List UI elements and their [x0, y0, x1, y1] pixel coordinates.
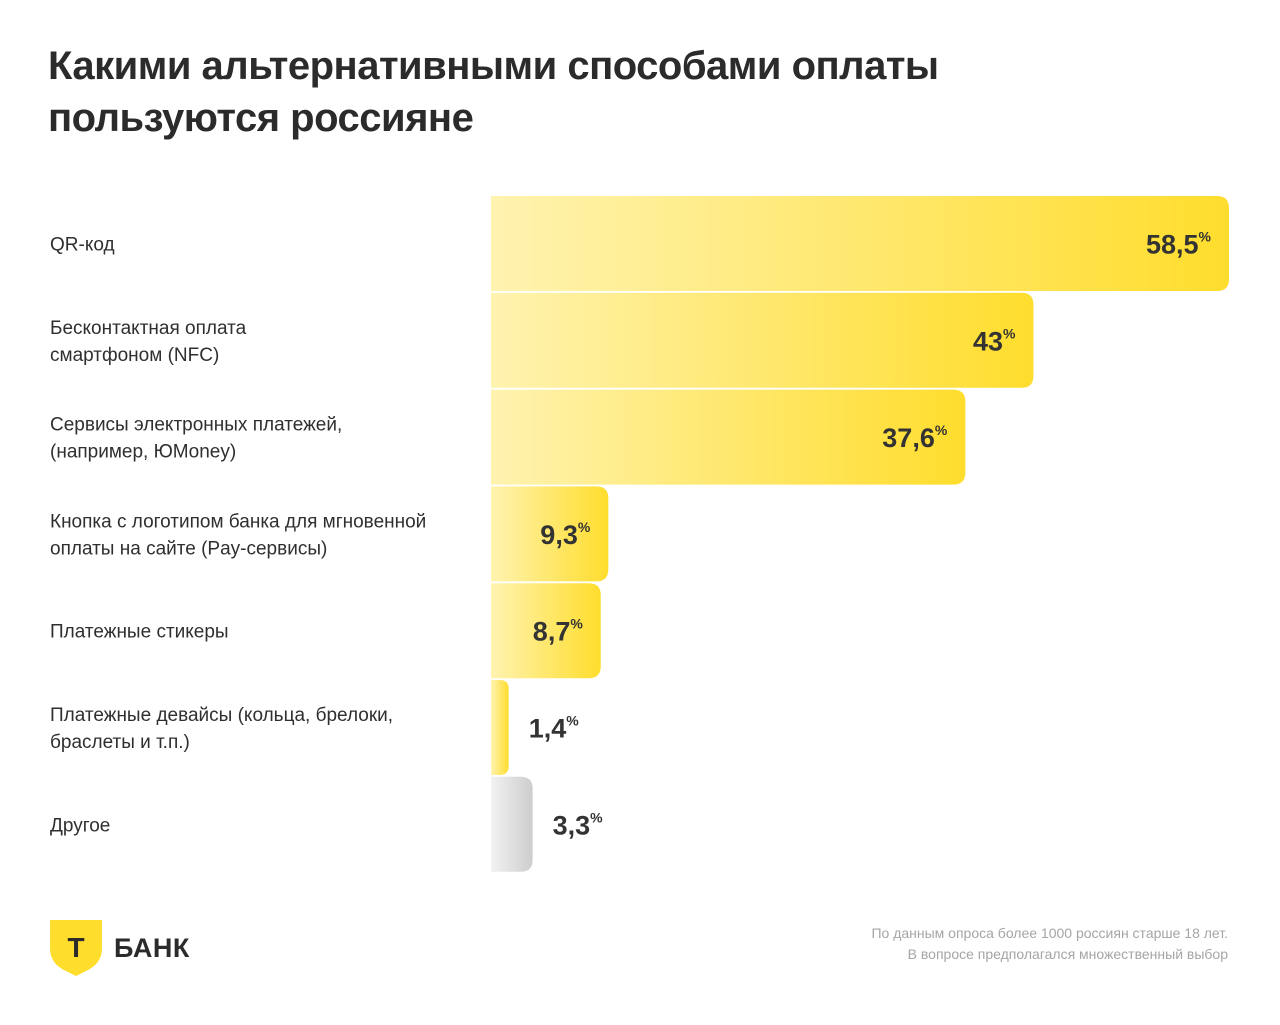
- value-label-1: 43%: [973, 325, 1016, 356]
- bar-6: [491, 776, 533, 872]
- category-labels-group: QR-код Бесконтактная оплата смартфоном (NF…: [50, 235, 426, 837]
- bar-0: [491, 196, 1229, 291]
- brand-logo: Т БАНК: [50, 920, 190, 976]
- value-label-2: 37,6%: [882, 422, 948, 453]
- value-label-3: 9,3%: [540, 519, 591, 550]
- brand-name: БАНК: [114, 932, 190, 963]
- category-label-3-line-0: Кнопка с логотипом банка для мгновенной: [50, 511, 426, 532]
- bar-5: [491, 680, 509, 775]
- bar-3: [491, 486, 609, 582]
- footnote-line-2: В вопросе предполагался множественный вы…: [907, 946, 1228, 962]
- bar-2: [491, 389, 966, 485]
- value-label-5: 1,4%: [529, 713, 580, 744]
- category-label-5-line-0: Платежные девайсы (кольца, брелоки,: [50, 705, 393, 726]
- category-label-5-line-1: браслеты и т.п.): [50, 732, 190, 753]
- category-label-6-line-0: Другое: [50, 815, 110, 836]
- category-label-0-line-0: QR-код: [50, 235, 115, 256]
- category-label-1-line-1: смартфоном (NFC): [50, 345, 219, 366]
- category-label-3-line-1: оплаты на сайте (Pay-сервисы): [50, 538, 327, 559]
- footnote: По данным опроса более 1000 россиян стар…: [871, 923, 1228, 965]
- logo-letter: Т: [67, 932, 84, 963]
- bar-1: [491, 292, 1034, 388]
- bars-group: [491, 196, 1229, 872]
- value-label-6: 3,3%: [553, 809, 604, 840]
- chart-title-line-2: пользуются россияне: [48, 96, 474, 140]
- category-label-4-line-0: Платежные стикеры: [50, 622, 229, 643]
- value-labels-group: 58,5% 43% 37,6% 9,3% 8,7% 1,4% 3,3%: [529, 229, 1212, 841]
- value-label-4: 8,7%: [533, 616, 584, 647]
- category-label-2-line-0: Сервисы электронных платежей,: [50, 415, 342, 436]
- shield-logo-icon: Т: [50, 920, 102, 976]
- value-label-0: 58,5%: [1146, 229, 1212, 260]
- chart-title: Какими альтернативными способами оплаты …: [48, 40, 1148, 144]
- category-label-1-line-0: Бесконтактная оплата: [50, 318, 247, 339]
- bar-4: [491, 583, 601, 679]
- category-label-2-line-1: (например, ЮMoney): [50, 442, 236, 463]
- footnote-line-1: По данным опроса более 1000 россиян стар…: [871, 925, 1228, 941]
- chart-title-line-1: Какими альтернативными способами оплаты: [48, 44, 939, 88]
